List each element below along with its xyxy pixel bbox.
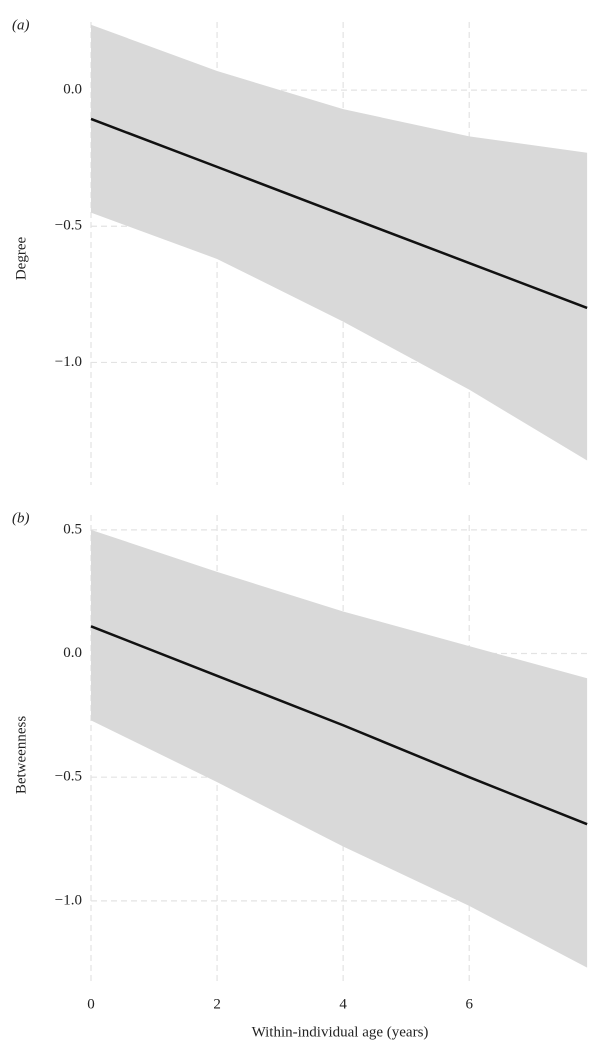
y-tick-label: 0.0 [63,645,82,661]
y-axis-label: Betweenness [13,716,29,794]
x-axis-label: Within-individual age (years) [252,1024,429,1040]
y-tick-label: −0.5 [55,769,82,785]
y-axis-label: Degree [13,237,29,281]
panel-label: (b) [12,510,30,526]
y-tick-label: −0.5 [55,218,82,234]
y-tick-label: −1.0 [55,892,82,908]
chart: 0.0 −0.5 −1.0 (a) Degree 0.5 0.0 −0.5 −1.0 (b) Bet… [0,0,599,1045]
x-tick-label: 2 [213,996,221,1012]
x-tick-label: 6 [465,996,473,1012]
panel-label: (a) [12,17,30,33]
y-tick-label: 0.5 [63,521,82,537]
x-tick-label: 0 [87,996,95,1012]
y-tick-label: −1.0 [55,354,82,370]
x-tick-label: 4 [339,996,347,1012]
y-tick-label: 0.0 [63,82,82,98]
confidence-band [91,530,587,968]
